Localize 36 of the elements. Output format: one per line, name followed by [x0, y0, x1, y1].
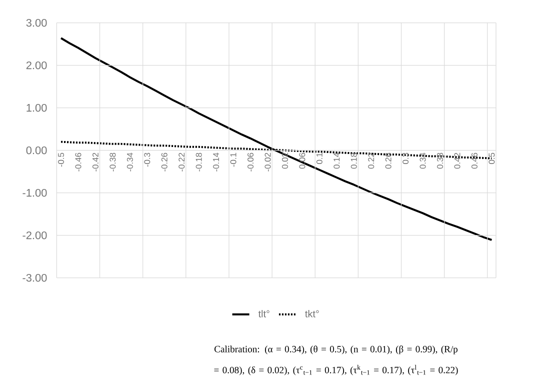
- x-tick-label: 0.3: [402, 152, 409, 164]
- x-tick-label: 0.1: [316, 152, 322, 164]
- y-tick-label: 2.00: [26, 61, 47, 70]
- x-tick-label: -0.14: [213, 152, 220, 172]
- x-tick-label: -0.38: [110, 152, 116, 172]
- y-tick-label: 0.00: [26, 146, 47, 154]
- x-tick-label: 0.5: [488, 152, 495, 164]
- legend-label: tlt°: [258, 310, 270, 318]
- x-tick-label: 0.34: [420, 152, 426, 169]
- x-tick-label: -0.42: [92, 152, 98, 172]
- x-tick-label: 0.46: [471, 152, 478, 169]
- x-tick-label: 0.14: [334, 152, 340, 169]
- x-tick-label: -0.02: [264, 152, 271, 172]
- x-tick-label: 0.42: [454, 152, 460, 169]
- x-tick-label: -0.1: [230, 152, 236, 167]
- y-tick-label: 1.00: [26, 104, 47, 112]
- x-tick-label: 0.26: [385, 152, 392, 169]
- y-tick-label: 3.00: [26, 18, 47, 27]
- y-tick-label: -2.00: [22, 231, 47, 240]
- y-tick-label: -3.00: [22, 274, 47, 282]
- x-tick-label: 0.38: [437, 152, 444, 169]
- y-tick-label: -1.00: [22, 188, 47, 197]
- x-tick-label: 0.06: [299, 152, 306, 169]
- x-tick-label: 0.02: [282, 152, 288, 169]
- x-tick-label: -0.34: [126, 152, 133, 172]
- x-tick-label: -0.06: [248, 152, 254, 172]
- x-tick-label: -0.5: [58, 152, 64, 167]
- x-tick-label: -0.46: [75, 152, 82, 172]
- x-tick-label: -0.18: [196, 152, 202, 172]
- x-tick-label: -0.26: [161, 152, 168, 172]
- legend-label: tkt°: [305, 310, 319, 318]
- x-tick-label: 0.18: [350, 152, 357, 169]
- x-tick-label: -0.3: [144, 152, 150, 167]
- text: Calibration: (α = 0.34), (θ = 0.5), (n = 0.01), (β = 0.99), (R/p = 0.08), (δ = 0.02), (τ$^{c}$$_{t−1}$ = 0.17), (τ$^{k}$$_{t−1}$ = 0.17), (τ$^{l}$$_{t−1}$ = 0.22): [214, 346, 458, 376]
- x-tick-label: 0.22: [368, 152, 374, 169]
- x-tick-label: -0.22: [178, 152, 185, 172]
